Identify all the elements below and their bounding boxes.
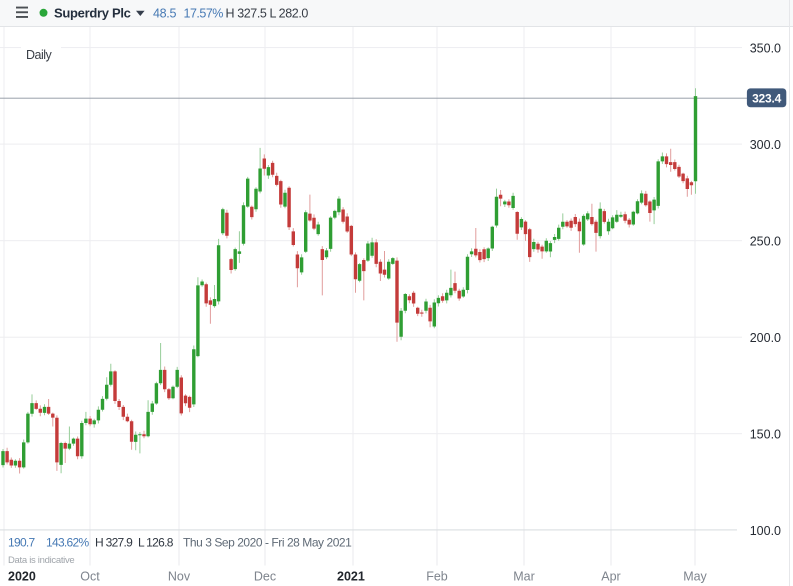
svg-text:350.0: 350.0	[750, 41, 781, 55]
svg-text:250.0: 250.0	[750, 235, 781, 249]
svg-text:100.0: 100.0	[750, 524, 781, 538]
svg-text:L 282.0: L 282.0	[270, 7, 309, 21]
svg-text:48.5: 48.5	[153, 7, 176, 21]
svg-text:May: May	[683, 570, 707, 584]
svg-text:Thu 3 Sep 2020 - Fri 28 May 20: Thu 3 Sep 2020 - Fri 28 May 2021	[183, 535, 352, 549]
svg-text:H 327.5: H 327.5	[226, 7, 267, 21]
svg-text:Mar: Mar	[513, 570, 535, 584]
svg-text:200.0: 200.0	[750, 331, 781, 345]
svg-text:Feb: Feb	[426, 570, 448, 584]
svg-text:Data is indicative: Data is indicative	[8, 555, 74, 566]
svg-text:Dec: Dec	[254, 570, 276, 584]
svg-text:2020: 2020	[8, 570, 36, 584]
svg-text:L 126.8: L 126.8	[138, 535, 174, 549]
svg-text:323.4: 323.4	[752, 91, 782, 105]
svg-text:2021: 2021	[337, 570, 365, 584]
svg-text:17.57%: 17.57%	[184, 7, 224, 21]
svg-text:Daily: Daily	[26, 48, 53, 62]
svg-text:Apr: Apr	[601, 570, 620, 584]
svg-text:H 327.9: H 327.9	[95, 535, 133, 549]
svg-text:Nov: Nov	[168, 570, 191, 584]
svg-text:150.0: 150.0	[750, 428, 781, 442]
svg-text:300.0: 300.0	[750, 138, 781, 152]
svg-text:Superdry Plc: Superdry Plc	[54, 6, 131, 21]
svg-text:190.7: 190.7	[8, 535, 36, 549]
svg-text:143.62%: 143.62%	[46, 535, 90, 549]
svg-text:Oct: Oct	[80, 570, 100, 584]
